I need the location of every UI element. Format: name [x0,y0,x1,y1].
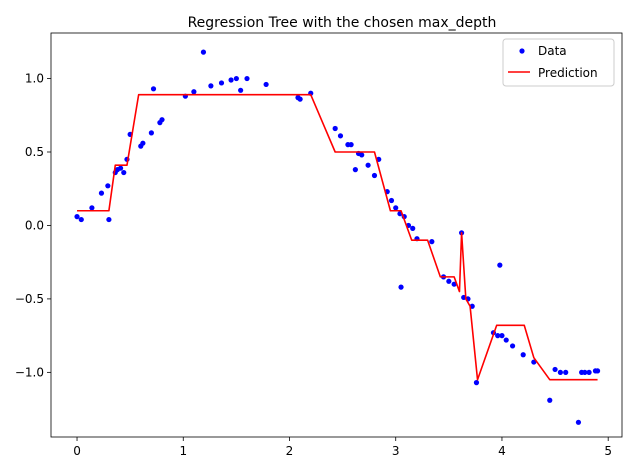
x-tick-label: 5 [604,444,612,458]
legend-frame [502,38,615,87]
chart-title: Regression Tree with the chosen max_dept… [188,15,497,31]
data-point [121,169,127,176]
y-tick-label: 0.0 [25,218,44,232]
data-point [575,419,582,425]
data-point [365,162,371,168]
data-point [552,366,558,373]
data-point [520,352,526,358]
y-tick-label: −1.0 [15,365,44,379]
axes [50,32,623,438]
data-point [509,343,516,349]
x-tick-label: 2 [286,444,294,458]
data-point [228,77,234,83]
data-point [148,130,154,136]
data-point [563,369,569,375]
data-point [429,239,435,245]
data-point [594,368,601,374]
data-point [547,397,553,403]
legend-data-marker [519,48,525,54]
data-point [263,81,269,88]
data-point [586,369,592,375]
plot-area [74,49,601,425]
data-point [74,214,80,220]
data-point [337,133,344,139]
data-point [352,167,358,173]
data-point [159,117,165,123]
data-point [410,225,416,231]
data-point [371,172,378,179]
y-tick-label: 1.0 [25,72,44,86]
legend-prediction-label: Prediction [538,66,598,80]
data-point [473,380,480,386]
data-point [297,96,303,102]
data-point [105,183,111,189]
prediction-line [77,93,598,381]
data-point [393,205,399,211]
data-point [388,197,395,204]
y-axis: −1.0 −0.5 0.0 0.5 1.0 [15,72,51,379]
data-point [78,216,84,223]
x-tick-label: 1 [179,444,187,458]
data-point [582,369,588,375]
data-point [451,281,457,287]
data-point [106,216,112,223]
data-point [499,333,505,339]
data-point [238,87,244,93]
x-tick-label: 3 [392,444,400,458]
data-point [191,89,197,95]
data-point [557,369,563,375]
data-point [140,140,146,146]
x-tick-label: 4 [498,444,506,458]
x-axis: 0 1 2 3 4 5 [73,437,612,458]
data-point [208,83,214,89]
data-point [233,75,239,82]
data-point [348,142,354,148]
y-tick-label: −0.5 [15,292,44,306]
data-point [497,262,503,268]
data-point [200,49,207,55]
x-tick-label: 0 [73,444,81,458]
data-point [150,86,157,92]
data-point [398,284,404,290]
data-point [446,278,452,284]
y-tick-label: 0.5 [25,145,44,159]
data-point [503,337,509,343]
data-point [495,333,501,339]
data-point [218,80,225,86]
legend: Data Prediction [502,38,615,87]
legend-data-label: Data [538,44,567,58]
axes-frame [50,32,623,438]
data-point [98,190,105,196]
data-point [359,152,365,158]
data-point [117,165,124,171]
data-point [332,125,338,132]
data-point [89,205,95,211]
data-point [244,75,250,82]
